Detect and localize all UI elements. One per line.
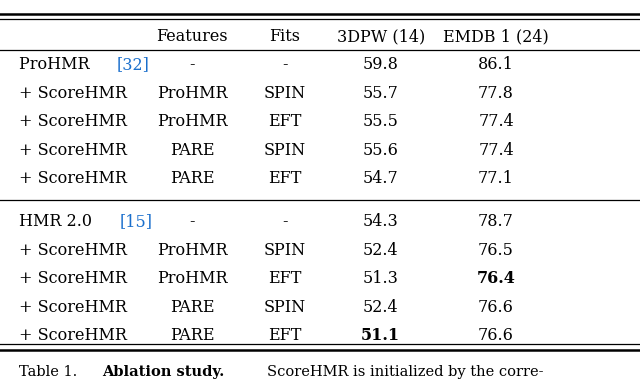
Text: + ScoreHMR: + ScoreHMR xyxy=(19,271,127,287)
Text: Ablation study.: Ablation study. xyxy=(102,365,224,378)
Text: 77.4: 77.4 xyxy=(478,113,514,130)
Text: EFT: EFT xyxy=(268,113,301,130)
Text: ProHMR: ProHMR xyxy=(157,242,227,259)
Text: 77.1: 77.1 xyxy=(478,170,514,187)
Text: EFT: EFT xyxy=(268,327,301,344)
Text: 77.8: 77.8 xyxy=(478,85,514,102)
Text: 55.7: 55.7 xyxy=(363,85,399,102)
Text: 54.3: 54.3 xyxy=(363,213,399,230)
Text: ScoreHMR is initialized by the corre-: ScoreHMR is initialized by the corre- xyxy=(268,365,544,378)
Text: PARE: PARE xyxy=(170,299,214,316)
Text: EFT: EFT xyxy=(268,170,301,187)
Text: PARE: PARE xyxy=(170,142,214,159)
Text: EMDB 1 (24): EMDB 1 (24) xyxy=(443,28,549,45)
Text: PARE: PARE xyxy=(170,170,214,187)
Text: 3DPW (14): 3DPW (14) xyxy=(337,28,425,45)
Text: 55.6: 55.6 xyxy=(363,142,399,159)
Text: 76.4: 76.4 xyxy=(477,271,515,287)
Text: Table 1.: Table 1. xyxy=(19,365,77,378)
Text: ProHMR: ProHMR xyxy=(19,56,95,73)
Text: 51.3: 51.3 xyxy=(363,271,399,287)
Text: SPIN: SPIN xyxy=(264,142,306,159)
Text: 52.4: 52.4 xyxy=(363,242,399,259)
Text: HMR 2.0: HMR 2.0 xyxy=(19,213,97,230)
Text: + ScoreHMR: + ScoreHMR xyxy=(19,85,127,102)
Text: + ScoreHMR: + ScoreHMR xyxy=(19,113,127,130)
Text: 51.1: 51.1 xyxy=(361,327,401,344)
Text: 76.6: 76.6 xyxy=(478,299,514,316)
Text: + ScoreHMR: + ScoreHMR xyxy=(19,170,127,187)
Text: EFT: EFT xyxy=(268,271,301,287)
Text: 76.6: 76.6 xyxy=(478,327,514,344)
Text: + ScoreHMR: + ScoreHMR xyxy=(19,242,127,259)
Text: -: - xyxy=(189,56,195,73)
Text: 54.7: 54.7 xyxy=(363,170,399,187)
Text: -: - xyxy=(282,56,287,73)
Text: ProHMR: ProHMR xyxy=(157,85,227,102)
Text: 78.7: 78.7 xyxy=(478,213,514,230)
Text: 55.5: 55.5 xyxy=(363,113,399,130)
Text: PARE: PARE xyxy=(170,327,214,344)
Text: [15]: [15] xyxy=(120,213,153,230)
Text: -: - xyxy=(189,213,195,230)
Text: ProHMR: ProHMR xyxy=(157,113,227,130)
Text: SPIN: SPIN xyxy=(264,299,306,316)
Text: -: - xyxy=(282,213,287,230)
Text: ProHMR: ProHMR xyxy=(157,271,227,287)
Text: + ScoreHMR: + ScoreHMR xyxy=(19,142,127,159)
Text: 77.4: 77.4 xyxy=(478,142,514,159)
Text: [32]: [32] xyxy=(117,56,150,73)
Text: + ScoreHMR: + ScoreHMR xyxy=(19,299,127,316)
Text: SPIN: SPIN xyxy=(264,242,306,259)
Text: SPIN: SPIN xyxy=(264,85,306,102)
Text: + ScoreHMR: + ScoreHMR xyxy=(19,327,127,344)
Text: 59.8: 59.8 xyxy=(363,56,399,73)
Text: 52.4: 52.4 xyxy=(363,299,399,316)
Text: Fits: Fits xyxy=(269,28,300,45)
Text: 76.5: 76.5 xyxy=(478,242,514,259)
Text: Features: Features xyxy=(156,28,228,45)
Text: 86.1: 86.1 xyxy=(478,56,514,73)
